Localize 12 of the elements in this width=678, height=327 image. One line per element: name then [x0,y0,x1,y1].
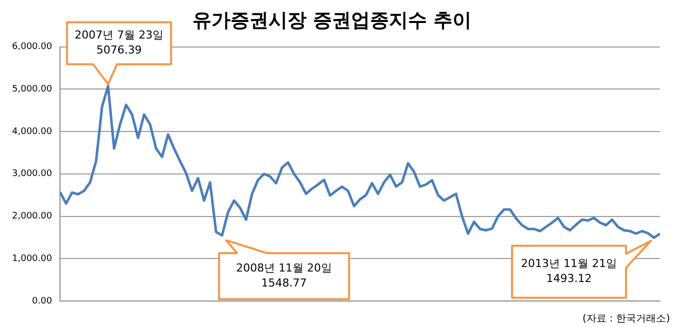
chart-title: 유가증권시장 증권업종지수 추이 [192,9,472,32]
annotation: 2007년 7월 23일 5076.39 [74,28,164,57]
y-tick-label: 2,000.00 [12,212,52,222]
y-tick-label: 3,000.00 [12,169,52,180]
y-tick-label: 5,000.00 [12,84,52,95]
annotation: 2008년 11월 20일 1548.77 [236,262,332,290]
annotation: 2013년 11월 21일 1493.12 [521,257,617,286]
text: (자료 : 한국거래소) [582,314,670,325]
y-tick-label: 6,000.00 [12,42,52,52]
y-tick-label: 1,000.00 [12,254,52,264]
y-tick-label: 4,000.00 [12,126,52,137]
y-tick-label: 0.00 [32,296,52,306]
